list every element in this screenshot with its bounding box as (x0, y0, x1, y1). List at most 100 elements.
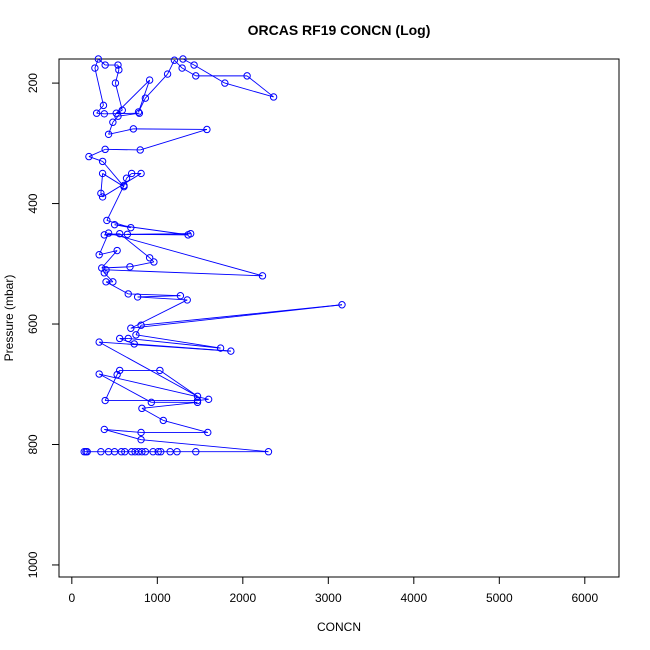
series-segment (108, 128, 134, 135)
series-segment (163, 419, 208, 433)
data-point (258, 272, 267, 280)
data-point (132, 331, 140, 339)
x-tick-label: 1000 (144, 591, 171, 605)
data-point (192, 72, 200, 80)
data-point (85, 152, 93, 161)
data-point (216, 344, 225, 352)
data-point (192, 448, 200, 456)
x-tick-label: 4000 (400, 591, 427, 605)
series-segment (119, 233, 150, 259)
y-tick-label: 1000 (26, 551, 40, 578)
data-point (97, 189, 105, 198)
series-segment (106, 185, 125, 221)
data-point (183, 296, 191, 304)
data-point (118, 106, 126, 114)
x-tick-label: 5000 (486, 591, 513, 605)
series-segment (88, 156, 103, 162)
data-point (141, 448, 150, 456)
data-point (130, 340, 138, 348)
data-point (145, 76, 154, 84)
y-tick-label: 400 (26, 193, 40, 213)
y-tick-label: 800 (26, 434, 40, 454)
series-segment (105, 148, 141, 151)
plot-frame (58, 58, 620, 578)
data-point (113, 370, 121, 379)
data-point (138, 404, 146, 413)
series-segment (96, 105, 104, 114)
series-segment (102, 161, 125, 187)
data-point (163, 70, 172, 78)
series-segment (117, 64, 120, 70)
data-point (178, 64, 186, 72)
series-segment (246, 75, 274, 98)
data-point (99, 101, 108, 110)
data-point (115, 66, 123, 74)
data-point (145, 254, 154, 262)
series-segment (94, 67, 104, 106)
series-segment (167, 60, 175, 75)
data-point (149, 448, 157, 456)
data-point (269, 93, 278, 101)
data-point (116, 366, 124, 375)
series-segment (141, 439, 269, 453)
data-point (117, 448, 126, 456)
data-point (137, 321, 145, 329)
series-segment (138, 79, 151, 113)
data-point (173, 448, 181, 456)
series-segment (104, 428, 142, 441)
series-segment (116, 370, 121, 375)
data-point (157, 448, 165, 456)
data-point (91, 64, 99, 72)
series-segment (105, 281, 129, 295)
series-segment (114, 82, 123, 111)
series-segment (102, 173, 125, 188)
data-point (95, 338, 103, 346)
series-segment (88, 148, 106, 157)
data-point (100, 231, 109, 239)
data-point (137, 428, 145, 437)
series-segment (159, 370, 198, 397)
data-point (124, 290, 132, 298)
series-segment (127, 233, 189, 236)
series-segment (104, 428, 142, 433)
x-axis: 0 1000 2000 3000 4000 5000 6000 (68, 576, 598, 605)
series-segment (114, 69, 120, 84)
data-point (127, 169, 136, 178)
data-point (98, 193, 107, 201)
data-point (113, 246, 121, 255)
x-tick-label: 3000 (315, 591, 342, 605)
data-point (129, 125, 138, 133)
data-point (103, 216, 111, 225)
data-point (138, 448, 146, 456)
series-segment (141, 407, 164, 421)
series-segment (98, 58, 106, 66)
series-segment (108, 122, 114, 135)
data-point (147, 398, 156, 407)
series-segment (130, 299, 188, 329)
series-segment (106, 219, 131, 229)
data-point (137, 169, 145, 178)
data-point (127, 223, 135, 232)
data-point (116, 229, 124, 238)
data-point (227, 347, 235, 355)
series-points (80, 55, 346, 456)
y-tick-label: 200 (26, 73, 40, 93)
series-segment (98, 341, 198, 397)
series-segment (101, 250, 118, 269)
series-segment (101, 266, 130, 269)
data-point (94, 55, 103, 63)
series-segment (108, 232, 263, 277)
data-point (101, 145, 109, 154)
series-segment (181, 67, 197, 77)
data-point (123, 230, 132, 238)
x-tick-label: 0 (68, 591, 75, 605)
chart-title: ORCAS RF19 CONCN (Log) (248, 22, 431, 38)
data-point (190, 61, 198, 69)
data-point (264, 448, 273, 456)
series-segment (129, 261, 154, 268)
data-point (204, 428, 212, 437)
series-segment (140, 129, 208, 151)
data-point (100, 425, 109, 434)
data-point (124, 334, 132, 343)
data-point (92, 109, 101, 117)
